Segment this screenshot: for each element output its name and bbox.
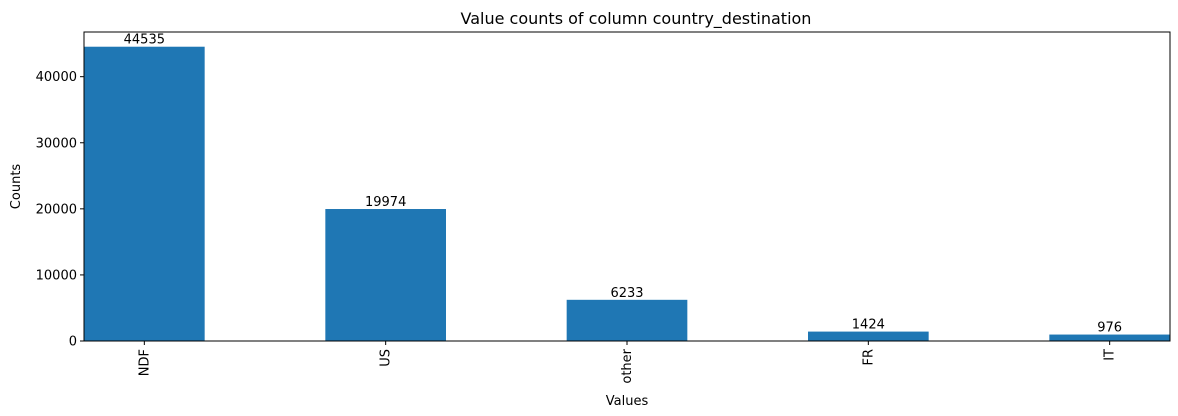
- bar-us: [325, 209, 446, 341]
- y-tick-label: 0: [69, 335, 77, 350]
- x-tick-label-other: other: [620, 348, 635, 383]
- x-axis-label: Values: [606, 394, 649, 409]
- y-tick-label: 40000: [36, 70, 77, 85]
- bar-it: [1049, 334, 1170, 341]
- chart-title: Value counts of column country_destinati…: [461, 9, 812, 29]
- data-label-fr: 1424: [852, 318, 885, 333]
- plot-frame: [83, 31, 1171, 342]
- bar-other: [566, 299, 688, 341]
- x-tick-label-fr: FR: [861, 349, 876, 366]
- ticks-group: NDF US other FR IT 0 10000 20000 30000 40000: [36, 70, 1118, 383]
- bars-group: 44535 19974 6233 1424 976: [84, 33, 1170, 342]
- bar-fr: [808, 331, 929, 341]
- data-label-it: 976: [1097, 321, 1122, 336]
- data-label-other: 6233: [610, 286, 643, 301]
- data-label-us: 19974: [365, 195, 406, 210]
- x-tick-label-us: US: [379, 349, 394, 367]
- x-tick-label-it: IT: [1103, 349, 1118, 361]
- y-tick-label: 20000: [36, 202, 77, 217]
- bar-ndf: [84, 46, 205, 342]
- y-tick-label: 30000: [36, 136, 77, 151]
- data-label-ndf: 44535: [124, 33, 165, 48]
- y-axis-label: Counts: [9, 164, 24, 210]
- x-tick-label-ndf: NDF: [137, 349, 152, 376]
- y-tick-label: 10000: [36, 268, 77, 283]
